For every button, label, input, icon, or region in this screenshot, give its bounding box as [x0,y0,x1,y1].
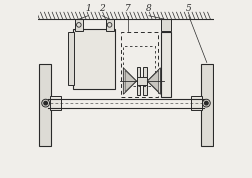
Polygon shape [123,68,137,94]
Bar [161,32,171,97]
Circle shape [205,101,208,105]
Bar [121,32,158,97]
Bar [106,19,114,31]
Bar [137,67,140,95]
Polygon shape [125,70,136,92]
Text: 8: 8 [146,4,152,13]
Bar [143,67,147,95]
Text: 1: 1 [85,4,91,13]
Text: 2: 2 [99,4,105,13]
Bar [201,64,212,146]
Bar [137,77,147,85]
Bar [50,96,61,110]
Text: 7: 7 [125,4,131,13]
Bar [123,46,155,86]
Bar [161,19,171,31]
Bar [191,96,202,110]
Polygon shape [148,70,159,92]
Bar [73,29,115,89]
Circle shape [44,101,47,105]
Bar [75,19,83,31]
Bar [68,32,74,85]
Bar [40,64,51,146]
Polygon shape [147,68,161,94]
Text: 5: 5 [186,4,192,13]
